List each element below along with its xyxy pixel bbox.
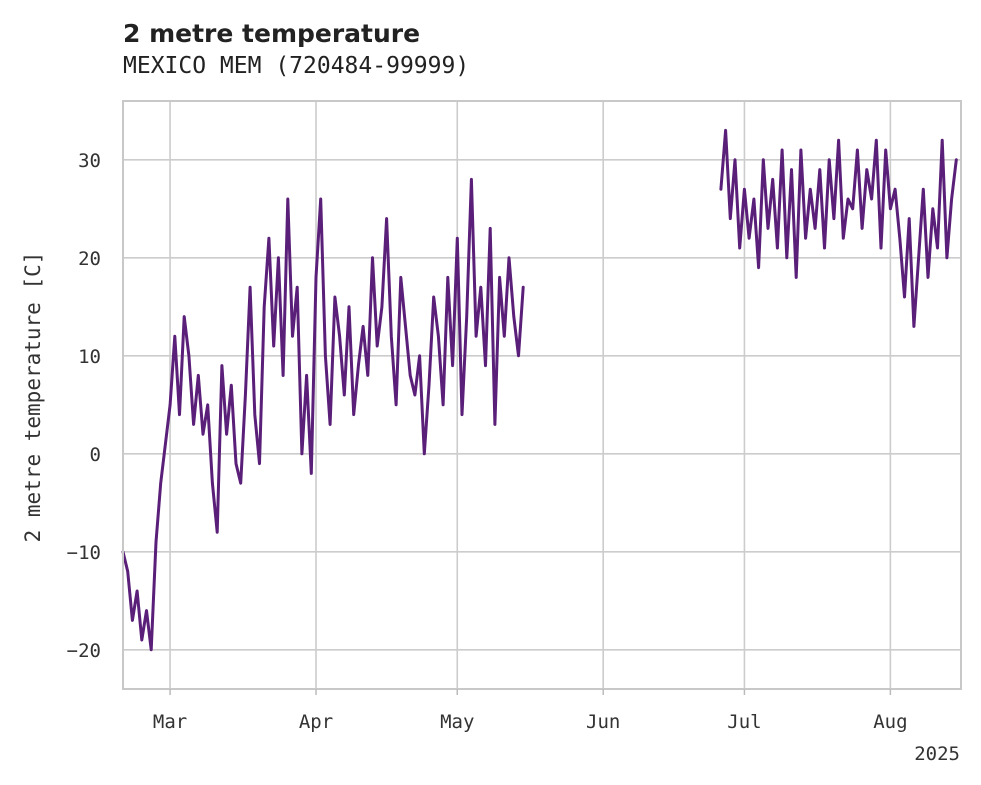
y-tick-label: 10 <box>78 346 101 368</box>
data-series <box>121 128 958 652</box>
x-tick-label: Jun <box>586 711 620 733</box>
x-tick-label: Mar <box>153 711 187 733</box>
chart-subtitle: MEXICO MEM (720484-99999) <box>123 53 469 79</box>
y-tick-label: 0 <box>90 444 101 466</box>
y-tick-label: 20 <box>78 248 101 270</box>
y-tick-label: −20 <box>67 640 101 662</box>
x-tick-label: Apr <box>299 711 333 733</box>
x-tick-label: Aug <box>873 711 907 733</box>
x-tick-label: May <box>440 711 474 733</box>
x-axis-ticks: Mar Apr May Jun Jul Aug <box>153 689 908 733</box>
y-axis-label: 2 metre temperature [C] <box>21 252 45 543</box>
temperature-series-line-2 <box>719 128 958 328</box>
year-label: 2025 <box>914 743 960 765</box>
chart-title: 2 metre temperature <box>123 19 420 48</box>
x-tick-label: Jul <box>727 711 761 733</box>
y-axis-ticks: −20 −10 0 10 20 30 <box>67 150 101 662</box>
y-tick-label: −10 <box>67 542 101 564</box>
plot-frame <box>122 100 962 690</box>
temperature-series-line-1 <box>121 177 525 652</box>
y-tick-label: 30 <box>78 150 101 172</box>
